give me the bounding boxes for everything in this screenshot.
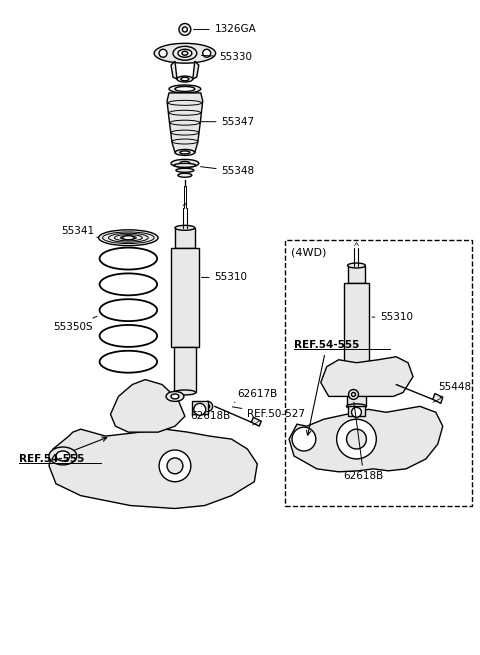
Text: 62617B: 62617B <box>234 390 278 402</box>
Text: 55348: 55348 <box>201 166 255 176</box>
Circle shape <box>159 49 167 57</box>
Polygon shape <box>344 284 370 367</box>
Circle shape <box>292 427 316 451</box>
Text: 1326GA: 1326GA <box>193 24 256 35</box>
Polygon shape <box>193 61 199 79</box>
Circle shape <box>348 390 359 400</box>
Circle shape <box>194 403 206 415</box>
Ellipse shape <box>348 263 365 268</box>
Ellipse shape <box>175 149 195 155</box>
Circle shape <box>206 404 210 408</box>
Circle shape <box>203 49 211 57</box>
Circle shape <box>159 450 191 481</box>
Polygon shape <box>110 380 185 432</box>
Polygon shape <box>289 406 443 472</box>
Ellipse shape <box>174 390 196 395</box>
Polygon shape <box>321 357 413 396</box>
Text: 55330: 55330 <box>202 52 252 62</box>
Ellipse shape <box>173 47 197 60</box>
Polygon shape <box>252 417 261 426</box>
Polygon shape <box>49 429 257 508</box>
Polygon shape <box>175 228 195 248</box>
Polygon shape <box>347 367 366 406</box>
Polygon shape <box>171 248 199 347</box>
Ellipse shape <box>180 161 190 165</box>
Ellipse shape <box>178 174 192 178</box>
Ellipse shape <box>181 77 189 81</box>
Text: 55310: 55310 <box>202 272 248 282</box>
Polygon shape <box>348 265 365 284</box>
Ellipse shape <box>49 447 77 465</box>
Ellipse shape <box>166 392 184 402</box>
Circle shape <box>203 402 213 411</box>
Text: REF.54-555: REF.54-555 <box>19 437 107 464</box>
Ellipse shape <box>174 163 196 167</box>
Circle shape <box>351 392 356 396</box>
Circle shape <box>179 24 191 35</box>
Text: 62618B: 62618B <box>190 406 230 421</box>
Ellipse shape <box>169 85 201 93</box>
Text: 55310: 55310 <box>372 312 413 322</box>
Text: 55448: 55448 <box>438 381 471 398</box>
Bar <box>285 240 471 506</box>
Polygon shape <box>348 406 365 417</box>
Text: 62618B: 62618B <box>344 402 384 481</box>
Circle shape <box>336 419 376 459</box>
Ellipse shape <box>98 230 158 246</box>
Ellipse shape <box>347 404 366 409</box>
Polygon shape <box>174 347 196 392</box>
Polygon shape <box>192 402 208 415</box>
Polygon shape <box>171 61 177 79</box>
Ellipse shape <box>177 76 193 82</box>
Circle shape <box>351 407 361 417</box>
Ellipse shape <box>175 86 195 92</box>
Text: 55350S: 55350S <box>53 316 97 332</box>
Circle shape <box>182 27 187 32</box>
Ellipse shape <box>171 394 179 399</box>
Ellipse shape <box>178 49 192 57</box>
Ellipse shape <box>171 159 199 167</box>
Circle shape <box>167 458 183 474</box>
Text: REF.54-555: REF.54-555 <box>294 340 360 435</box>
Ellipse shape <box>175 225 195 231</box>
Polygon shape <box>167 93 203 153</box>
Ellipse shape <box>182 51 188 55</box>
Circle shape <box>347 429 366 449</box>
Ellipse shape <box>154 43 216 63</box>
Ellipse shape <box>180 151 190 154</box>
Text: REF.50-527: REF.50-527 <box>232 407 305 419</box>
Ellipse shape <box>122 236 134 240</box>
Ellipse shape <box>56 451 70 461</box>
Polygon shape <box>433 394 443 403</box>
Text: 55341: 55341 <box>61 226 98 238</box>
Ellipse shape <box>176 168 194 172</box>
Text: 55347: 55347 <box>201 117 255 126</box>
Text: (4WD): (4WD) <box>291 248 326 257</box>
